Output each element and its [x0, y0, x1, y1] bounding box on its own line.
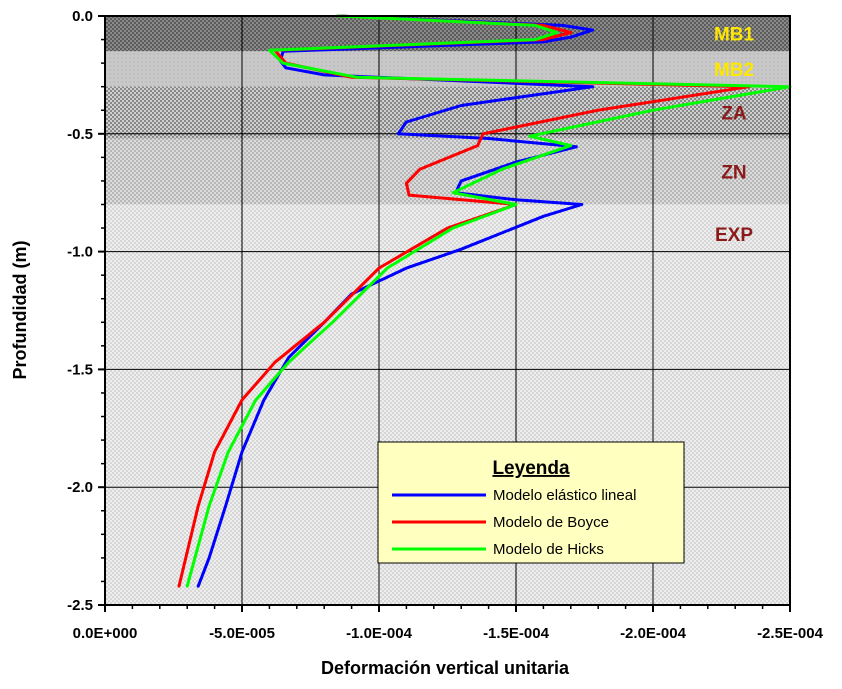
legend-title: Leyenda	[492, 458, 570, 479]
x-axis-title: Deformación vertical unitaria	[321, 658, 570, 678]
layer-label-mb2: MB2	[714, 60, 754, 81]
legend-label-modelo-de-hicks: Modelo de Hicks	[493, 541, 604, 558]
legend: Leyenda Modelo elástico lineal Modelo de …	[378, 442, 684, 563]
y-tick-label: -0.5	[67, 126, 93, 143]
x-tick-label: -2.0E-004	[620, 625, 687, 642]
layer-band-zn	[105, 139, 790, 205]
x-tick-label: 0.0E+000	[73, 625, 138, 642]
x-tick-label: -1.0E-004	[346, 625, 413, 642]
x-tick-label: -5.0E-005	[209, 625, 275, 642]
layer-label-mb1: MB1	[714, 25, 755, 46]
legend-label-modelo-de-boyce: Modelo de Boyce	[493, 514, 609, 531]
y-tick-label: -2.5	[67, 597, 93, 614]
layer-label-exp: EXP	[715, 225, 753, 246]
legend-label-modelo-elastico-lineal: Modelo elástico lineal	[493, 487, 636, 504]
x-tick-label: -2.5E-004	[757, 625, 824, 642]
y-tick-label: -1.5	[67, 361, 93, 378]
layer-label-za: ZA	[721, 104, 747, 125]
y-tick-label: -2.0	[67, 479, 93, 496]
x-tick-label: -1.5E-004	[483, 625, 550, 642]
layer-label-zn: ZN	[721, 162, 746, 183]
layer-band-za	[105, 87, 790, 139]
y-axis-title: Profundidad (m)	[10, 241, 30, 380]
y-tick-label: -1.0	[67, 244, 93, 261]
y-tick-label: 0.0	[72, 8, 93, 25]
